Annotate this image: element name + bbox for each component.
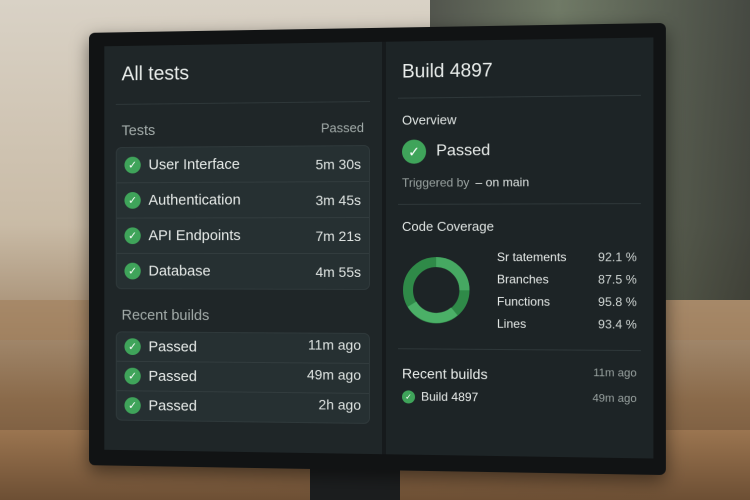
recent-builds-header: Recent builds — [116, 289, 370, 333]
coverage-label: Functions — [496, 294, 551, 309]
check-circle-icon: ✓ — [124, 338, 141, 356]
build-status: ✓ Passed — [398, 134, 641, 168]
item-label: Passed — [148, 338, 197, 356]
coverage-title: Code Coverage — [401, 218, 494, 234]
status-text: Passed — [436, 142, 491, 160]
check-circle-icon: ✓ — [124, 227, 141, 245]
build-ago: 11m ago — [593, 367, 637, 380]
coverage-item: Sr tatements 92.1 % — [497, 246, 637, 268]
list-item[interactable]: ✓ API Endpoints 7m 21s — [116, 218, 370, 254]
item-label: Database — [148, 262, 211, 280]
check-circle-icon: ✓ — [401, 389, 416, 404]
item-value: 4m 55s — [315, 263, 362, 280]
coverage-label: Sr tatements — [496, 250, 567, 265]
check-circle-icon: ✓ — [124, 397, 141, 414]
item-value: 3m 45s — [315, 191, 362, 208]
coverage-item: Lines 93.4 % — [497, 313, 637, 336]
recent-builds-title: Recent builds — [401, 365, 488, 383]
check-circle-icon: ✓ — [124, 192, 141, 209]
item-value: 2h ago — [318, 396, 362, 413]
donut-segment — [436, 262, 464, 290]
check-circle-icon: ✓ — [401, 139, 427, 164]
item-label: Passed — [148, 397, 197, 415]
tests-list: ✓ User Interface 5m 30s ✓ Authentication 3m 4… — [115, 145, 371, 290]
overview-label: Overview — [401, 112, 457, 128]
coverage-section: Sr tatements 92.1 % Branches 87.5 % Function… — [398, 242, 641, 340]
passed-col: Passed — [320, 120, 365, 136]
recent-builds-label: Recent builds — [121, 306, 210, 325]
list-item[interactable]: ✓ Authentication 3m 45s — [116, 182, 370, 219]
item-label: API Endpoints — [148, 227, 241, 245]
coverage-value: 93.4 % — [598, 317, 637, 332]
donut-segment — [412, 304, 454, 318]
monitor: All tests Tests Passed ✓ User Interface 5m … — [89, 22, 666, 476]
list-item[interactable]: ✓ Passed 2h ago — [117, 391, 369, 423]
check-circle-icon: ✓ — [124, 156, 141, 174]
coverage-item: Functions 95.8 % — [497, 290, 637, 313]
build-title: Build 4897 — [397, 51, 641, 99]
triggered-label: Triggered by — [401, 175, 470, 190]
build-panel: Build 4897 Overview ✓ Passed Triggered by… — [385, 37, 654, 459]
item-value: 11m ago — [308, 336, 362, 353]
item-value: 7m 21s — [315, 227, 362, 244]
coverage-label: Lines — [496, 316, 527, 331]
screen: All tests Tests Passed ✓ User Interface 5m … — [104, 37, 654, 459]
all-tests-panel: All tests Tests Passed ✓ User Interface 5m … — [104, 41, 382, 455]
tests-header: Tests Passed — [116, 102, 370, 147]
list-item[interactable]: ✓ Passed 11m ago — [116, 332, 370, 364]
build-ago: 49m ago — [592, 392, 637, 406]
coverage-value: 95.8 % — [598, 294, 637, 310]
item-value: 5m 30s — [315, 155, 362, 172]
triggered-value: – on main — [475, 175, 530, 190]
item-label: Authentication — [148, 191, 241, 209]
check-circle-icon: ✓ — [124, 367, 141, 385]
item-label: Passed — [148, 367, 197, 386]
check-circle-icon: ✓ — [124, 262, 141, 280]
recent-builds-header: Recent builds 11m ago — [397, 348, 641, 388]
list-item[interactable]: ✓ Database 4m 55s — [117, 254, 369, 289]
recent-build-item[interactable]: ✓ Build 4897 49m ago — [398, 385, 641, 410]
coverage-value: 87.5 % — [598, 272, 637, 287]
coverage-list: Sr tatements 92.1 % Branches 87.5 % Function… — [497, 246, 637, 336]
coverage-item: Branches 87.5 % — [497, 268, 637, 291]
triggered-by: Triggered by – on main — [397, 166, 641, 205]
coverage-donut — [402, 256, 471, 325]
page-title: All tests — [115, 56, 371, 105]
coverage-value: 92.1 % — [598, 250, 637, 265]
tests-label: Tests — [121, 122, 156, 140]
builds-list: ✓ Passed 11m ago ✓ Passed 49m ago ✓ Passed 2h ag… — [115, 331, 371, 424]
list-item[interactable]: ✓ User Interface 5m 30s — [116, 146, 370, 184]
item-label: User Interface — [148, 155, 240, 174]
coverage-label: Branches — [496, 272, 549, 287]
item-value: 49m ago — [306, 366, 362, 383]
build-name: Build 4897 — [421, 389, 479, 405]
list-item[interactable]: ✓ Passed 49m ago — [116, 361, 370, 394]
